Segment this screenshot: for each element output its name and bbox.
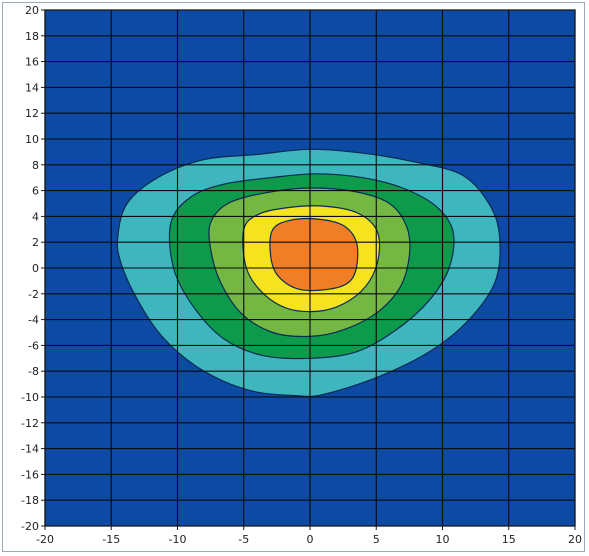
y-tick-label: 0 (32, 262, 39, 275)
x-tick-label: -10 (169, 533, 187, 546)
y-tick-label: 4 (32, 210, 39, 223)
y-tick-label: 20 (25, 4, 39, 17)
y-tick-label: -6 (28, 339, 39, 352)
y-tick-label: -18 (21, 494, 39, 507)
y-tick-label: -20 (21, 520, 39, 533)
contour-level-5 (269, 217, 359, 292)
y-tick-label: -2 (28, 288, 39, 301)
y-tick-label: 12 (25, 107, 39, 120)
x-tick-label: -15 (102, 533, 120, 546)
y-tick-label: -10 (21, 391, 39, 404)
chart-frame: -20 -18 -16 -14 -12 -10 -8 -6 -4 -2 0 2 4 6 8 10 12 14 16 1… (2, 2, 585, 552)
y-tick-label: 10 (25, 133, 39, 146)
y-tick-label: -14 (21, 443, 39, 456)
y-tick-label: 2 (32, 236, 39, 249)
contour-chart: -20-18-16-14-12-10-8-6-4-202468101214161… (21, 4, 582, 546)
x-tick-label: 5 (373, 533, 380, 546)
y-tick-label: 14 (25, 81, 39, 94)
y-tick-label: -12 (21, 417, 39, 430)
x-tick-label: 0 (307, 533, 314, 546)
y-tick-label: 6 (32, 185, 39, 198)
y-tick-label: 16 (25, 56, 39, 69)
x-tick-label: 15 (502, 533, 516, 546)
y-tick-label: -16 (21, 468, 39, 481)
y-tick-label: 18 (25, 30, 39, 43)
y-tick-label: 8 (32, 159, 39, 172)
y-tick-label: -4 (28, 314, 39, 327)
x-tick-label: -20 (36, 533, 54, 546)
x-tick-label: 20 (568, 533, 582, 546)
x-tick-label: -5 (238, 533, 249, 546)
x-tick-label: 10 (436, 533, 450, 546)
y-tick-label: -8 (28, 365, 39, 378)
